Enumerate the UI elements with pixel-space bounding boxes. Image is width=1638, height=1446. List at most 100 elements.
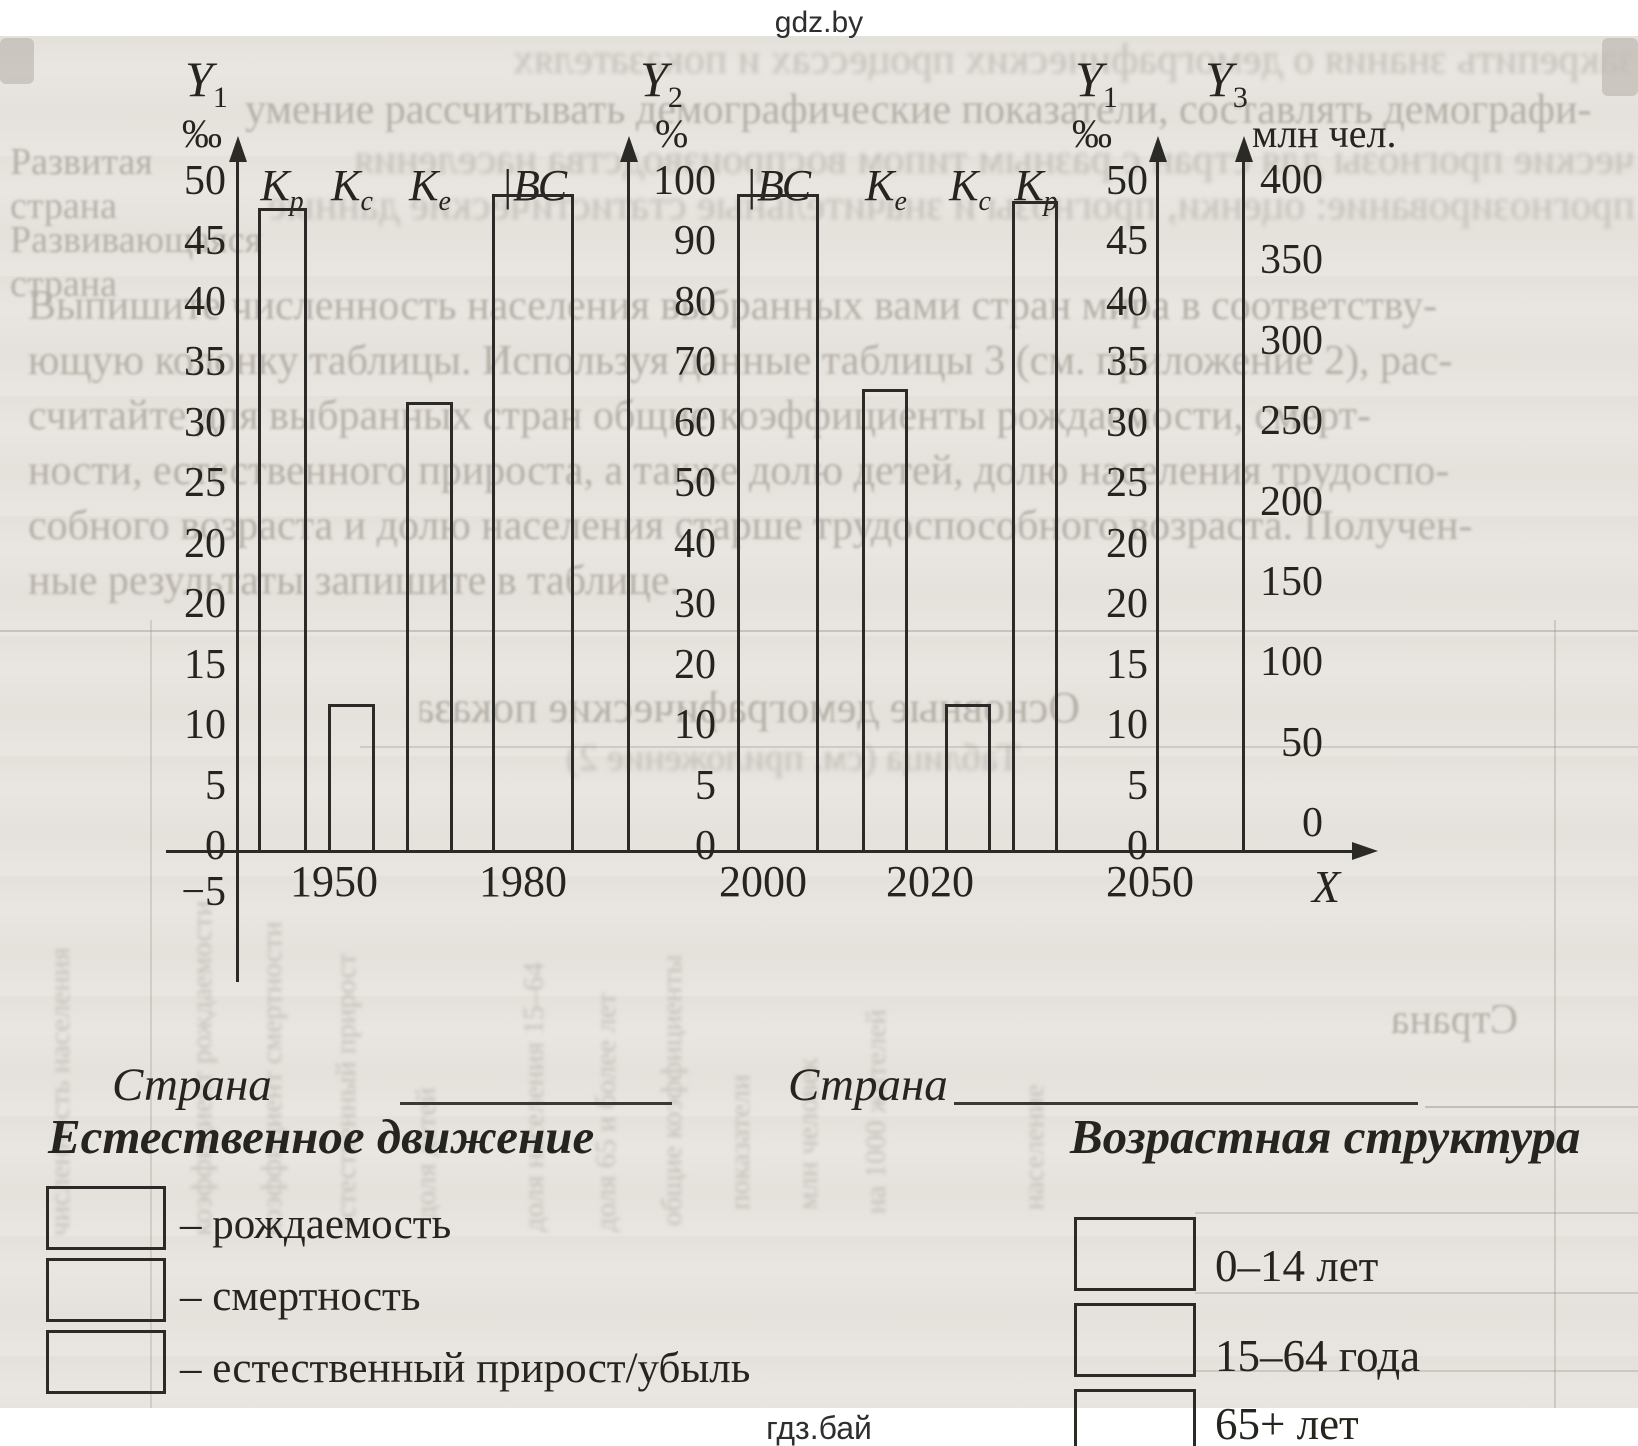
y3-axis-line: [1242, 162, 1245, 852]
k-sub: с: [360, 185, 373, 217]
tick-label: 100: [1260, 639, 1323, 686]
tick-label: 45: [1106, 218, 1148, 265]
legend-swatch-birth-rate: [46, 1186, 166, 1250]
bleed-table-line: [0, 630, 1638, 632]
tick-label: 100: [653, 158, 716, 204]
y1-right-axis-arrow-icon: [1149, 136, 1167, 162]
bar-natural-increase-2020: [862, 389, 908, 852]
bleed-vertical-word: естественный прирост: [330, 953, 362, 1232]
y2-axis-name: Y: [640, 51, 668, 107]
bleed-task-line: считайте для выбранных стран общие коэфф…: [28, 393, 1371, 439]
tick-label: 5: [205, 762, 226, 809]
bleed-line: закрепить знания о демографических проце…: [512, 37, 1635, 83]
tick-label: 35: [184, 339, 226, 386]
bleed-vertical-word: показатели: [724, 1074, 756, 1210]
legend-swatch-age-15-64: [1074, 1303, 1196, 1377]
x-axis-arrow-icon: [1352, 842, 1378, 860]
x-tick-1950: 1950: [290, 857, 378, 906]
k-base: K: [331, 161, 361, 210]
tick-label: 80: [674, 278, 716, 325]
x-axis-title: X: [1312, 861, 1341, 912]
bleed-task-line: ющую колонку таблицы. Используя данные т…: [28, 338, 1453, 384]
tick-label: 10: [1106, 702, 1148, 749]
bar-label-ke-right: Kе: [856, 160, 916, 218]
y2-axis-title: Y2: [640, 50, 683, 115]
tick-label: 0: [205, 822, 226, 869]
tick-label: 20: [674, 641, 716, 688]
k-base: K: [949, 161, 979, 210]
scanned-page: [0, 36, 1638, 1408]
bar-age-structure-1980: [492, 194, 574, 852]
tick-label: 15: [184, 641, 226, 688]
y1-left-negative-tick: −5: [181, 869, 226, 915]
k-sub: с: [978, 185, 991, 217]
bleed-label: Развивающаяся страна: [10, 219, 262, 305]
y1-right-axis-title: Y1: [1075, 50, 1118, 115]
country-blank-line-right: [954, 1102, 1418, 1105]
tick-label: 45: [184, 218, 226, 265]
tick-label: 30: [1106, 399, 1148, 446]
bleed-table-line: [150, 620, 152, 1408]
k-base: K: [865, 161, 895, 210]
y1-left-axis-name: Y: [185, 51, 213, 107]
y3-tick-labels: 400 350 300 250 200 150 100 50 0: [1235, 159, 1323, 844]
y1-left-axis-line: [236, 162, 239, 982]
bleed-table-line: [1195, 1292, 1638, 1294]
y2-tick-labels: 100 90 80 70 60 50 40 30 20 10 5 0: [636, 160, 716, 867]
tick-label: 20: [184, 520, 226, 567]
site-footer: гдз.бай: [766, 1410, 872, 1446]
y3-axis-sub: 3: [1232, 81, 1248, 114]
tick-label: 60: [674, 399, 716, 446]
tick-label: 25: [1106, 460, 1148, 507]
scan-smudge: [0, 38, 34, 84]
bar-label-vs-right: |ВС: [730, 160, 826, 218]
tick-label: 90: [674, 218, 716, 265]
x-axis-line: [166, 850, 1352, 853]
bar-natural-increase-1950: [406, 402, 453, 852]
y3-axis-name: Y: [1205, 51, 1233, 107]
y1-left-axis-title: Y1: [185, 50, 228, 115]
tick-label: 150: [1260, 558, 1323, 605]
bleed-vertical-word: доля населения 15–64: [518, 962, 550, 1232]
y1-left-axis-sub: 1: [212, 81, 228, 114]
y2-axis-arrow-icon: [620, 136, 638, 162]
tick-label: 70: [674, 339, 716, 386]
y3-axis-title: Y3: [1205, 50, 1248, 115]
y3-axis-unit: млн чел.: [1252, 111, 1397, 156]
y2-axis-unit: %: [655, 111, 689, 156]
site-header: gdz.by: [774, 6, 864, 39]
legend-swatch-death-rate: [46, 1258, 166, 1322]
y1-right-axis-unit: ‰: [1072, 111, 1112, 156]
tick-label: 0: [1127, 822, 1148, 869]
tick-label: 30: [674, 581, 716, 628]
bleed-vertical-word: на 1000 жителей: [860, 1009, 892, 1214]
y1-right-axis-name: Y: [1075, 51, 1103, 107]
k-sub: е: [894, 185, 907, 217]
tick-label: 25: [184, 460, 226, 507]
tick-label: 50: [674, 460, 716, 507]
tick-label: 20: [1106, 520, 1148, 567]
bleed-vertical-word: численность населения: [44, 947, 76, 1236]
legend-item-age-15-64: 15–64 года: [1215, 1331, 1421, 1381]
legend-item-age-65-plus: 65+ лет: [1215, 1399, 1359, 1446]
legend-item-death-rate: – смертность: [180, 1273, 421, 1320]
country-label-left: Страна: [112, 1059, 272, 1111]
bleed-vertical-word: коэффициент смертности: [256, 921, 288, 1236]
k-base: |ВС: [500, 161, 568, 210]
bleed-table-line: [1425, 1106, 1638, 1108]
tick-label: 5: [695, 762, 716, 809]
bar-birth-rate-1950: [258, 208, 307, 852]
tick-label: 20: [184, 581, 226, 628]
bleed-vertical-word: доля детей: [410, 1087, 442, 1220]
x-tick-2050: 2050: [1106, 857, 1194, 906]
tick-label: 250: [1260, 398, 1323, 445]
tick-label: 50: [1106, 158, 1148, 204]
tick-label: 40: [674, 520, 716, 567]
bleed-table-line: [1195, 1212, 1638, 1214]
country-label-right: Страна: [788, 1059, 948, 1111]
y1-right-axis-line: [1156, 162, 1159, 852]
bleed-vertical-word: общие коэффициенты: [656, 954, 688, 1227]
bar-label-ks-right: Kс: [940, 160, 1000, 218]
country-blank-line-left: [400, 1102, 672, 1105]
